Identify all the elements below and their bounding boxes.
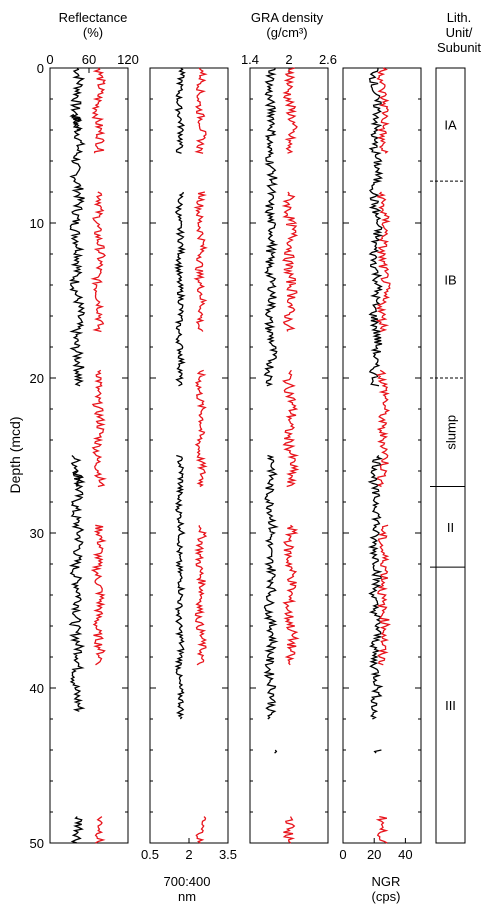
red-series-line <box>376 67 390 154</box>
panel3-title-line1: GRA density <box>250 10 324 25</box>
panel-4: 0 20 40 <box>339 67 422 862</box>
panel2-title: 700:400 nm <box>132 874 242 904</box>
panel4-title-line1: NGR <box>371 874 401 889</box>
depth-tick-label: 40 <box>30 681 44 696</box>
black-series-line <box>373 749 382 754</box>
red-series-line <box>281 191 299 332</box>
red-series-line <box>193 191 208 332</box>
black-series-line <box>274 749 278 754</box>
red-series-line <box>90 191 106 333</box>
depth-tick-label: 20 <box>30 371 44 386</box>
depth-tick-label: 0 <box>37 61 44 76</box>
x-tick-label: 2 <box>185 847 192 862</box>
red-series-line <box>94 816 106 844</box>
black-series-line <box>68 113 86 387</box>
black-series-line <box>368 67 384 387</box>
lith-title-line3: Subunit <box>436 40 482 55</box>
red-series-line <box>377 524 391 666</box>
red-series-line <box>91 67 107 154</box>
panel4-title-line2: (cps) <box>371 889 401 904</box>
x-tick-label: 20 <box>367 847 381 862</box>
lith-frame <box>435 67 466 844</box>
red-series-line <box>376 369 391 488</box>
panel1-title-line1: Reflectance <box>58 10 128 25</box>
x-tick-label: 120 <box>117 52 139 67</box>
black-series-line <box>367 455 384 720</box>
lith-title-line2: Unit/ <box>445 25 473 40</box>
data-panels: 0 10 20 30 40 50 0 60 120 0.5 2 3.5 1.4 2 2.6 0 20 40 <box>30 52 422 862</box>
red-series-line <box>282 369 300 488</box>
unit-label-iii: III <box>445 698 456 713</box>
black-series-line <box>68 470 86 712</box>
black-series-line <box>70 455 86 488</box>
panel2-title-line1: 700:400 <box>163 874 211 889</box>
red-series-line <box>90 524 107 666</box>
x-tick-label: 1.4 <box>241 52 259 67</box>
panel-frame <box>149 67 229 844</box>
red-series-line <box>91 369 107 488</box>
depth-tick-label: 50 <box>30 836 44 851</box>
panel-3: 1.4 2 2.6 <box>241 52 337 844</box>
red-series-line <box>195 816 207 844</box>
panel4-title: NGR (cps) <box>331 874 441 904</box>
black-series-line <box>69 67 86 131</box>
panel2-title-line2: nm <box>177 889 197 904</box>
red-series-line <box>282 524 300 666</box>
red-series-line <box>282 67 298 154</box>
depth-axis: Depth (mcd) <box>7 416 23 493</box>
black-series-line <box>263 454 279 720</box>
black-series-line <box>70 816 84 844</box>
x-tick-label: 2.6 <box>319 52 337 67</box>
depth-tick-label: 30 <box>30 526 44 541</box>
panel3-title: GRA density (g/cm³) <box>232 10 342 40</box>
black-series-line <box>174 191 186 387</box>
x-tick-label: 60 <box>82 52 96 67</box>
black-series-line <box>174 67 186 154</box>
x-tick-label: 3.5 <box>219 847 237 862</box>
lith-title-line1: Lith. <box>446 10 472 25</box>
depth-tick-label: 10 <box>30 216 44 231</box>
unit-label-ia: IA <box>444 118 457 133</box>
black-series-line <box>174 454 186 720</box>
x-tick-label: 40 <box>398 847 412 862</box>
panel-frame <box>342 67 422 844</box>
red-series-line <box>282 816 296 844</box>
panel1-title-line2: (%) <box>82 25 104 40</box>
unit-label-slump: slump <box>444 415 459 450</box>
x-tick-label: 0 <box>46 52 53 67</box>
panel1-title: Reflectance (%) <box>38 10 148 40</box>
red-series-line <box>375 815 389 844</box>
panel-1: 0 10 20 30 40 50 0 60 120 <box>30 52 139 851</box>
red-series-line <box>375 191 391 333</box>
lith-title: Lith. Unit/ Subunit <box>427 10 491 55</box>
unit-label-ii: II <box>447 520 454 535</box>
x-tick-label: 0.5 <box>141 847 159 862</box>
unit-label-ib: IB <box>444 273 456 288</box>
panel-frame <box>49 67 129 844</box>
panel3-title-line2: (g/cm³) <box>266 25 308 40</box>
red-series-line <box>194 369 208 488</box>
x-tick-label: 0 <box>339 847 346 862</box>
panel-frame <box>249 67 329 844</box>
red-series-line <box>194 67 208 154</box>
black-series-line <box>263 67 279 387</box>
panel-2: 0.5 2 3.5 <box>141 67 237 862</box>
x-tick-label: 2 <box>285 52 292 67</box>
y-axis-label: Depth (mcd) <box>7 416 23 493</box>
red-series-line <box>194 525 208 666</box>
